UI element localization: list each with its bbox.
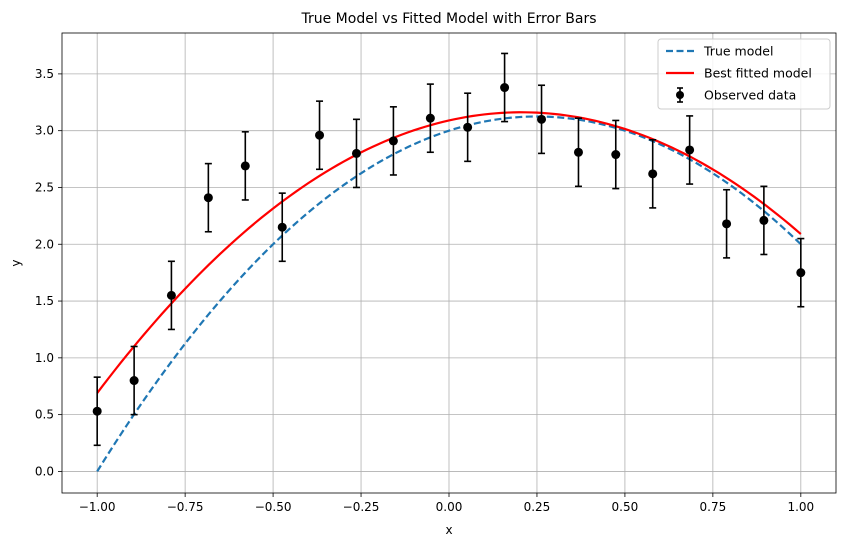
legend-entry: Best fitted model — [666, 66, 812, 81]
legend-label: Best fitted model — [704, 66, 812, 81]
observed-point — [388, 106, 398, 176]
data-marker — [611, 150, 621, 160]
y-tick-label: 2.5 — [35, 180, 54, 194]
data-marker — [573, 147, 583, 157]
observed-point — [315, 100, 325, 171]
observed-point — [722, 188, 732, 259]
observed-point — [796, 237, 806, 308]
y-tick-label: 1.0 — [35, 351, 54, 365]
legend-swatch-marker — [676, 91, 684, 99]
observed-points — [92, 52, 806, 447]
legend-box — [657, 38, 831, 110]
x-tick-label: −0.25 — [343, 500, 380, 514]
y-tick-label: 1.5 — [35, 294, 54, 308]
observed-point — [277, 192, 287, 263]
observed-point — [425, 83, 435, 154]
observed-point — [573, 117, 583, 188]
grid — [62, 33, 836, 493]
x-tick-label: 0.75 — [700, 500, 727, 514]
legend-label: Observed data — [704, 88, 796, 103]
data-marker — [388, 136, 398, 146]
x-tick-label: 0.00 — [436, 500, 463, 514]
observed-point — [537, 84, 547, 155]
x-tick-label: 0.25 — [524, 500, 551, 514]
observed-point — [351, 118, 361, 189]
observed-point — [611, 119, 621, 190]
observed-point — [240, 131, 250, 201]
observed-point — [685, 115, 695, 185]
data-marker — [92, 406, 102, 416]
observed-point — [648, 138, 658, 209]
true-model-line — [96, 115, 802, 473]
data-marker — [315, 130, 325, 140]
y-tick-label: 0.0 — [35, 464, 54, 478]
data-marker — [759, 215, 769, 225]
data-marker — [277, 222, 287, 232]
axis-ticks: −1.00 −0.75 −0.50 −0.25 0.00 0.25 0.50 0.75 1.00… — [35, 67, 814, 514]
observed-point — [166, 260, 176, 331]
y-axis-label: y — [9, 259, 23, 266]
data-marker — [463, 122, 473, 132]
legend: True model Best fitted model Observed data — [657, 38, 831, 110]
data-marker — [796, 268, 806, 278]
data-marker — [203, 193, 213, 203]
data-marker — [537, 114, 547, 124]
x-tick-label: 0.50 — [612, 500, 639, 514]
x-tick-label: 1.00 — [787, 500, 814, 514]
legend-label: True model — [703, 44, 773, 59]
data-marker — [685, 145, 695, 155]
data-marker — [240, 161, 250, 171]
data-marker — [166, 290, 176, 300]
y-tick-label: 2.0 — [35, 237, 54, 251]
observed-point — [129, 345, 139, 416]
observed-point — [463, 92, 473, 163]
data-marker — [500, 83, 510, 93]
x-tick-label: −0.75 — [167, 500, 204, 514]
model-curves — [96, 111, 802, 473]
x-tick-label: −0.50 — [255, 500, 292, 514]
y-tick-label: 3.5 — [35, 67, 54, 81]
observed-point — [759, 185, 769, 256]
x-axis-label: x — [445, 523, 452, 537]
data-marker — [722, 219, 732, 229]
data-marker — [129, 376, 139, 386]
observed-point — [92, 376, 102, 447]
x-tick-label: −1.00 — [79, 500, 116, 514]
legend-entry: Observed data — [676, 87, 796, 103]
data-marker — [648, 169, 658, 179]
y-tick-label: 0.5 — [35, 408, 54, 422]
y-tick-label: 3.0 — [35, 124, 54, 138]
chart-title: True Model vs Fitted Model with Error Ba… — [301, 11, 597, 27]
data-marker — [351, 148, 361, 158]
observed-point — [203, 162, 213, 233]
data-marker — [425, 113, 435, 123]
observed-point — [500, 52, 510, 123]
legend-entry: True model — [666, 44, 773, 59]
best-fitted-model-line — [96, 111, 802, 394]
